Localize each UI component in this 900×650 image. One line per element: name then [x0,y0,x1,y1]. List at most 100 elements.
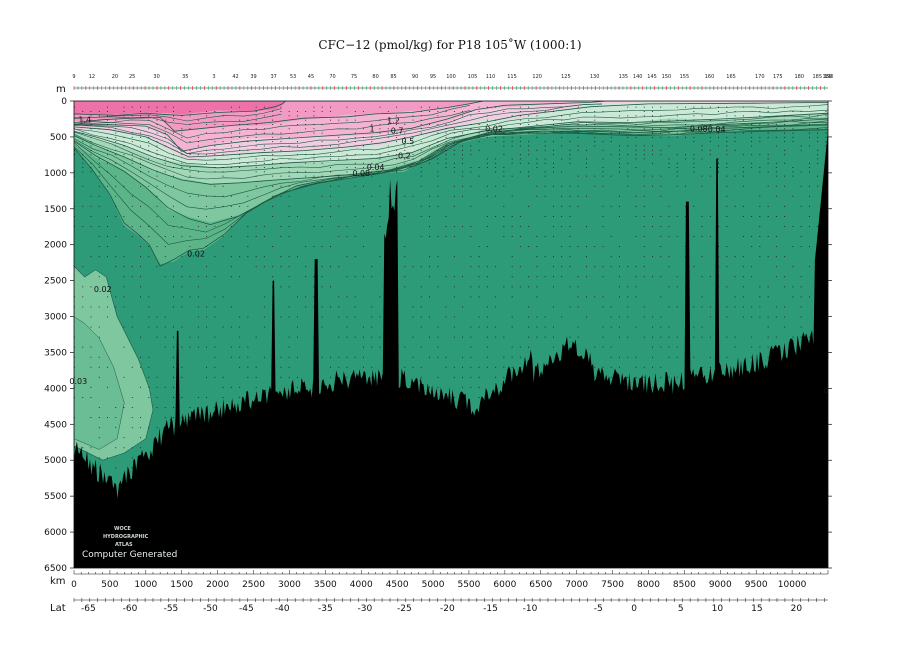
sample-dot [313,205,315,207]
sample-dot [784,136,786,138]
sample-dot [131,205,133,207]
sample-dot [181,296,183,298]
sample-dot [635,366,637,368]
sample-dot [379,316,381,318]
sample-dot [726,167,728,168]
sample-dot [528,205,530,207]
sample-dot [330,286,331,288]
sample-dot [660,336,662,338]
sample-dot [594,128,596,130]
sample-dot [98,226,100,227]
sample-dot [668,162,670,164]
sample-dot [239,149,241,151]
sample-dot [627,266,629,268]
station-label: 105 [468,74,478,80]
sample-dot [140,336,141,338]
sample-dot [338,119,340,121]
sample-dot [131,397,133,398]
sample-dot [115,132,117,134]
plot-frame [73,100,829,569]
sample-dot [164,246,166,247]
sample-dot [98,407,100,408]
sample-dot [297,296,298,298]
station-label: 125 [561,74,571,80]
sample-dot [759,316,761,318]
station-label: 145 [647,74,657,80]
sample-dot [297,141,298,143]
sample-dot [528,326,530,328]
sample-dot [82,158,84,160]
sample-dot [263,256,265,258]
sample-dot [90,386,92,388]
sample-dot [817,132,819,134]
sample-dot [82,171,84,173]
sample-dot [751,167,753,168]
sample-dot [594,136,596,138]
sample-dot [123,376,125,378]
sample-dot [553,226,554,227]
sample-dot [528,171,530,173]
sample-dot [511,286,513,288]
sample-dot [445,141,447,143]
sample-dot [189,256,191,258]
sample-dot [148,386,150,388]
sample-dot [222,128,224,130]
sample-dot [453,119,455,121]
sample-dot [363,336,364,338]
sample-dot [536,158,538,160]
sample-dot [825,115,827,117]
sample-dot [759,246,761,247]
sample-dot [660,132,662,134]
sample-dot [140,286,141,288]
sample-dot [453,276,455,278]
station-label: 135 [619,74,629,80]
sample-dot [767,205,769,207]
sample-dot [784,316,786,318]
sample-dot [90,226,92,227]
sample-dot [313,115,315,117]
sample-dot [330,356,331,358]
sample-dot [462,366,463,368]
lat-tick-label: -20 [440,604,455,614]
sample-dot [701,158,703,160]
sample-dot [685,158,686,160]
sample-dot [230,356,232,358]
sample-dot [453,205,455,207]
sample-dot [800,336,802,338]
sample-dot [759,111,761,112]
sample-dot [726,175,728,177]
sample-dot [305,171,307,173]
sample-dot [676,162,678,164]
sample-dot [379,154,381,156]
sample-dot [363,326,364,328]
sample-dot [470,167,472,168]
sample-dot [742,236,744,237]
sample-dot [486,167,488,168]
sample-dot [255,132,257,134]
sample-dot [214,141,216,143]
sample-dot [140,296,141,298]
sample-dot [726,136,728,138]
sample-dot [569,306,571,308]
sample-dot [346,119,348,121]
sample-dot [305,306,307,308]
sample-dot [197,407,199,408]
sample-dot [140,276,141,278]
sample-dot [412,266,414,268]
sample-dot [726,316,728,318]
km-tick-label: 7500 [601,580,624,590]
sample-dot [420,216,422,217]
sample-dot [288,236,290,237]
sample-dot [429,145,430,147]
sample-dot [594,266,596,268]
sample-dot [214,145,216,147]
sample-dot [718,145,719,147]
sample-dot [784,306,786,308]
sample-dot [98,162,100,164]
sample-dot [495,162,497,164]
sample-dot [718,171,719,173]
sample-dot [255,366,257,368]
sample-dot [346,154,348,156]
sample-dot [420,119,422,121]
sample-dot [726,306,728,308]
